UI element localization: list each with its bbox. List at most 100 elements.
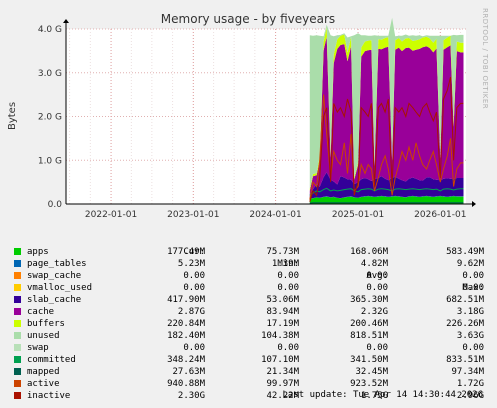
legend-max: 0.00	[462, 271, 484, 281]
legend-row-swap-cache: swap_cache 0.00 0.00 0.00 0.00	[12, 270, 492, 282]
legend-swatch	[14, 380, 21, 387]
legend-cur: 0.00	[183, 343, 205, 353]
legend-min: 42.22M	[266, 391, 299, 401]
legend-swatch	[14, 284, 21, 291]
legend-row-unused: unused 182.40M 104.38M 818.51M 3.63G	[12, 330, 492, 342]
x-tick-label: 2025-01-01	[332, 210, 384, 220]
chart-title: Memory usage - by fiveyears	[161, 12, 335, 26]
legend-cur: 182.40M	[167, 331, 205, 341]
last-update: Last update: Tue Apr 14 14:30:44 2026	[282, 390, 483, 400]
legend-max: 583.49M	[446, 247, 484, 257]
legend-min: 0.00	[277, 343, 299, 353]
legend-header-cur: Cur:	[183, 247, 205, 257]
legend-name: active	[27, 379, 60, 389]
legend-max: 0.00	[462, 343, 484, 353]
legend-min: 0.00	[277, 271, 299, 281]
y-tick-label: 3.0 G	[38, 69, 62, 79]
legend-cur: 940.88M	[167, 379, 205, 389]
legend-header-min: Min:	[277, 259, 299, 269]
legend-row-apps: apps 177.49M 75.73M 168.06M 583.49M	[12, 246, 492, 258]
area-cache	[309, 36, 464, 195]
legend-swatch	[14, 296, 21, 303]
memory-chart: 0.0 1.0 G 2.0 G 3.0 G 4.0 G 2022-01-01 2023-01…	[7, 8, 489, 220]
legend-name: page_tables	[27, 259, 87, 269]
legend-avg: 0.00	[366, 343, 388, 353]
legend-swatch	[14, 356, 21, 363]
legend-max: 3.18G	[456, 307, 484, 317]
legend-name: committed	[27, 355, 76, 365]
legend-avg: 923.52M	[350, 379, 388, 389]
legend-name: swap	[27, 343, 49, 353]
legend-max: 1.72G	[456, 379, 484, 389]
legend-name: unused	[27, 331, 60, 341]
y-tick-label: 1.0 G	[38, 156, 62, 166]
legend-avg: 365.30M	[350, 295, 388, 305]
legend-swatch	[14, 320, 21, 327]
watermark: RRDTOOL / TOBI OETIKER	[481, 8, 489, 109]
legend-name: buffers	[27, 319, 65, 329]
legend-cur: 417.90M	[167, 295, 205, 305]
legend-avg: 341.50M	[350, 355, 388, 365]
legend-cur: 5.23M	[177, 259, 205, 269]
legend-row-vmalloc-used: vmalloc_used 0.00 0.00 0.00 0.00	[12, 282, 492, 294]
legend-swatch	[14, 392, 21, 399]
line-committed	[309, 187, 464, 196]
x-axis-arrow-icon	[472, 201, 476, 207]
legend-avg: 32.45M	[355, 367, 388, 377]
legend-max: 226.26M	[446, 319, 484, 329]
legend-swatch	[14, 272, 21, 279]
legend-min: 53.06M	[266, 295, 299, 305]
legend-row-buffers: buffers 220.84M 17.19M 200.46M 226.26M	[12, 318, 492, 330]
legend-max: 682.51M	[446, 295, 484, 305]
y-axis-label: Bytes	[7, 102, 18, 130]
legend-avg: 818.51M	[350, 331, 388, 341]
legend-max: 97.34M	[451, 367, 484, 377]
legend-name: mapped	[27, 367, 60, 377]
legend-row-inactive: inactive 2.30G 42.22M 1.75G 2.96G	[12, 390, 492, 402]
legend-avg: 4.82M	[360, 259, 388, 269]
legend-name: vmalloc_used	[27, 283, 93, 293]
legend-max: 3.63G	[456, 331, 484, 341]
stacked-areas	[309, 17, 464, 204]
legend-cur: 220.84M	[167, 319, 205, 329]
legend-row-mapped: mapped 27.63M 21.34M 32.45M 97.34M	[12, 366, 492, 378]
legend-swatch	[14, 308, 21, 315]
area-slab-cache	[309, 172, 464, 199]
legend-cur: 0.00	[183, 283, 205, 293]
legend-avg: 0.00	[366, 283, 388, 293]
legend-name: apps	[27, 247, 49, 257]
legend-cur: 348.24M	[167, 355, 205, 365]
x-tick-label: 2022-01-01	[85, 210, 137, 220]
legend-row-slab-cache: slab_cache 417.90M 53.06M 365.30M 682.51M	[12, 294, 492, 306]
legend: Cur: Min: Avg: Max: apps 177.49M 75.73M 168…	[12, 234, 492, 402]
axes: 0.0 1.0 G 2.0 G 3.0 G 4.0 G 2022-01-01 2023-01…	[38, 19, 476, 220]
y-axis-arrow-icon	[63, 19, 69, 23]
legend-max: 2.96G	[456, 391, 484, 401]
y-tick-label: 0.0	[48, 200, 63, 210]
legend-header: Cur: Min: Avg: Max:	[12, 234, 492, 293]
legend-avg: 200.46M	[350, 319, 388, 329]
x-tick-label: 2023-01-01	[167, 210, 219, 220]
line-active	[309, 94, 464, 200]
legend-name: swap_cache	[27, 271, 82, 281]
legend-min: 0.00	[277, 283, 299, 293]
legend-cur: 2.87G	[177, 307, 205, 317]
legend-max: 9.62M	[456, 259, 484, 269]
legend-min: 107.10M	[261, 355, 299, 365]
legend-min: 83.94M	[266, 307, 299, 317]
y-tick-label: 4.0 G	[38, 25, 62, 35]
legend-min: 1.39M	[271, 259, 299, 269]
legend-name: inactive	[27, 391, 71, 401]
legend-row-page-tables: page_tables 5.23M 1.39M 4.82M 9.62M	[12, 258, 492, 270]
legend-min: 17.19M	[266, 319, 299, 329]
legend-min: 21.34M	[266, 367, 299, 377]
x-tick-label: 2024-01-01	[249, 210, 301, 220]
legend-swatch	[14, 332, 21, 339]
legend-name: cache	[27, 307, 55, 317]
legend-swatch	[14, 260, 21, 267]
legend-avg: 168.06M	[350, 247, 388, 257]
legend-min: 75.73M	[266, 247, 299, 257]
y-tick-label: 2.0 G	[38, 113, 62, 123]
legend-cur: 0.00	[183, 271, 205, 281]
legend-swatch	[14, 368, 21, 375]
